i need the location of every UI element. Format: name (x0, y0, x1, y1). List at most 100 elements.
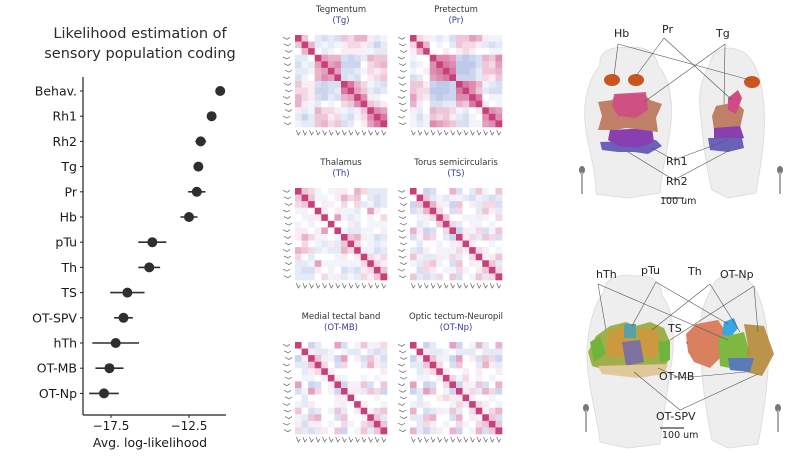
matrix-cell (429, 381, 437, 389)
matrix-cell (423, 234, 431, 241)
col-tick-label (430, 436, 436, 443)
col-tick-label (410, 282, 416, 289)
matrix-cell (295, 74, 302, 82)
matrix-cell (469, 94, 477, 102)
matrix-cell (488, 87, 496, 95)
row-tick-label (283, 409, 292, 413)
col-tick-label (315, 436, 321, 443)
row-tick-label (284, 69, 293, 73)
row-tick-label (282, 229, 291, 233)
matrix-cell (314, 214, 322, 222)
col-tick-label (309, 282, 314, 289)
matrix-cell (488, 201, 496, 209)
matrix-cell (488, 374, 496, 382)
matrix-cell (462, 348, 470, 356)
matrix-cell (436, 407, 444, 415)
col-tick-label (470, 282, 475, 289)
matrix-cell (327, 342, 335, 349)
matrix-title: Tegmentum (Tg) (281, 5, 401, 27)
matrix-cell (314, 188, 322, 195)
matrix-cell (456, 253, 463, 261)
matrix-cell (373, 61, 381, 69)
matrix-cell (475, 54, 483, 62)
row-tick-label (399, 203, 408, 206)
matrix-cell (410, 81, 417, 88)
row-tick-label (398, 350, 407, 354)
matrix-cell (449, 100, 457, 108)
matrix-cell (295, 348, 302, 356)
matrix-cell (423, 342, 431, 349)
col-tick-label (417, 129, 423, 136)
col-tick-label (443, 129, 449, 136)
matrix-cell (469, 355, 477, 363)
col-tick-label (309, 129, 314, 136)
matrix-cell (462, 194, 470, 202)
region-rh2-right (708, 138, 744, 152)
matrix-cell (462, 355, 470, 363)
row-tick-label (397, 249, 406, 252)
matrix-cell (301, 342, 309, 349)
matrix-cell (449, 48, 457, 56)
matrix-cell (380, 374, 388, 382)
row-tick-label (283, 389, 292, 393)
matrix-cell (321, 214, 329, 222)
matrix-cell (347, 234, 355, 241)
matrix-cell (308, 427, 316, 435)
matrix-cell (341, 214, 348, 222)
matrix-cell (341, 120, 348, 128)
matrix-cell (347, 253, 355, 261)
matrix-cell (308, 273, 316, 281)
row-tick-label (397, 96, 406, 99)
matrix-cell (360, 214, 368, 222)
matrix-cell (442, 67, 450, 75)
matrix-cell (301, 207, 309, 215)
matrix-cell (469, 247, 477, 255)
matrix-cell (442, 361, 450, 369)
matrix-cell (367, 220, 375, 228)
row-tick-label (399, 242, 408, 246)
y-tick-label: Rh1 (52, 109, 77, 124)
matrix-cell (423, 94, 431, 102)
forest-plot: Behav. Rh1 Rh2 Tg Pr Hb pTu Th TS OT-SPV hTh OT-MB O… (32, 77, 226, 450)
matrix-cell (410, 260, 417, 268)
label-th: Th (688, 265, 702, 278)
matrix-cell (456, 273, 463, 281)
matrix-cell (347, 227, 355, 235)
matrix-cell (327, 207, 335, 215)
matrix-cell (314, 342, 322, 349)
matrix-cell (462, 394, 470, 402)
matrix-cell (475, 260, 483, 268)
row-tick-label (398, 255, 407, 259)
matrix-cell (436, 401, 444, 409)
label-pr: Pr (662, 23, 673, 36)
matrix-cell (449, 41, 457, 49)
matrix-cell (341, 388, 348, 395)
matrix-cell (295, 374, 302, 382)
col-tick-label (348, 282, 354, 289)
matrix-cell (482, 355, 490, 363)
row-tick-label (399, 262, 408, 265)
matrix-cell (495, 388, 503, 395)
matrix-cell (314, 394, 322, 402)
matrix-cell (423, 194, 431, 202)
matrix-cell (308, 87, 316, 95)
matrix-cell (410, 48, 417, 56)
matrix-cell (308, 67, 316, 75)
matrix-cell (314, 401, 322, 409)
matrix-cell (295, 214, 302, 222)
matrix-cell (380, 361, 388, 369)
matrix-cell (347, 420, 355, 428)
matrix-cell (347, 394, 355, 402)
matrix-cell (416, 355, 424, 363)
matrix-cell (469, 361, 477, 369)
matrix-cell (416, 401, 424, 409)
matrix-cell (429, 81, 437, 88)
matrix-cell (449, 194, 457, 202)
matrix-cell (442, 214, 450, 222)
matrix-cell (410, 35, 417, 42)
matrix-cell (462, 240, 470, 248)
matrix-cell (423, 394, 431, 402)
matrix-cell (334, 234, 342, 241)
col-tick-label (443, 282, 449, 289)
matrix-cell (416, 388, 424, 395)
